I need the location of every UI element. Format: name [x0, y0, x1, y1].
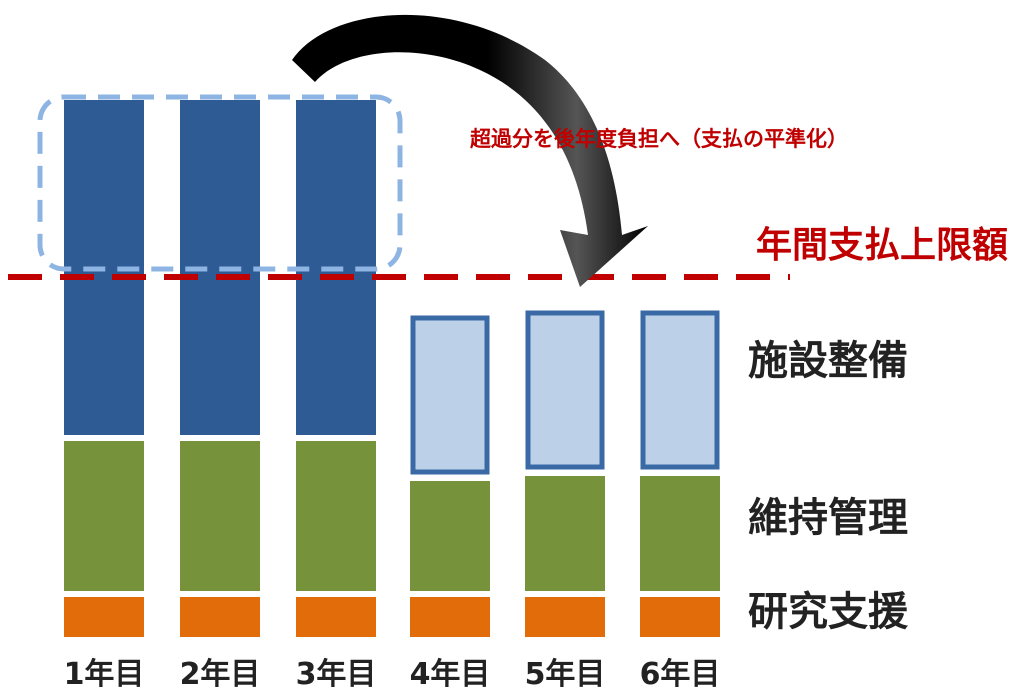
year-label-4: 4年目 — [410, 657, 491, 692]
bar-maintenance-2 — [180, 441, 260, 591]
bar-maintenance-4 — [410, 481, 490, 591]
bar-maintenance-3 — [296, 441, 376, 591]
year-label-1: 1年目 — [64, 657, 145, 692]
bar-research-6 — [640, 597, 720, 637]
bar-facility-deferred-5 — [525, 310, 605, 470]
legend-maintenance-label: 維持管理 — [748, 495, 908, 541]
bar-research-3 — [296, 597, 376, 637]
legend-research-label: 研究支援 — [748, 589, 909, 635]
bar-maintenance-6 — [640, 476, 720, 591]
year-label-6: 6年目 — [640, 657, 721, 692]
bar-research-4 — [410, 597, 490, 637]
shift-annotation: 超過分を後年度負担へ（支払の平準化） — [470, 127, 848, 151]
year-label-2: 2年目 — [180, 657, 261, 692]
year-label-3: 3年目 — [296, 657, 377, 692]
bar-facility-deferred-4 — [410, 315, 490, 475]
bar-facility-deferred-6 — [640, 310, 720, 470]
bar-research-1 — [64, 597, 144, 637]
limit-label: 年間支払上限額 — [756, 225, 1008, 266]
bar-research-5 — [525, 597, 605, 637]
bar-research-2 — [180, 597, 260, 637]
bar-maintenance-5 — [525, 476, 605, 591]
bar-maintenance-1 — [64, 441, 144, 591]
legend-facility-label: 施設整備 — [748, 338, 908, 384]
overflow-highlight-box — [37, 94, 403, 272]
bar-group — [64, 100, 720, 637]
year-label-group: 1年目 2年目 3年目 4年目 5年目 6年目 — [64, 657, 721, 692]
year-label-5: 5年目 — [525, 657, 606, 692]
shift-arrow-icon — [292, 14, 648, 287]
